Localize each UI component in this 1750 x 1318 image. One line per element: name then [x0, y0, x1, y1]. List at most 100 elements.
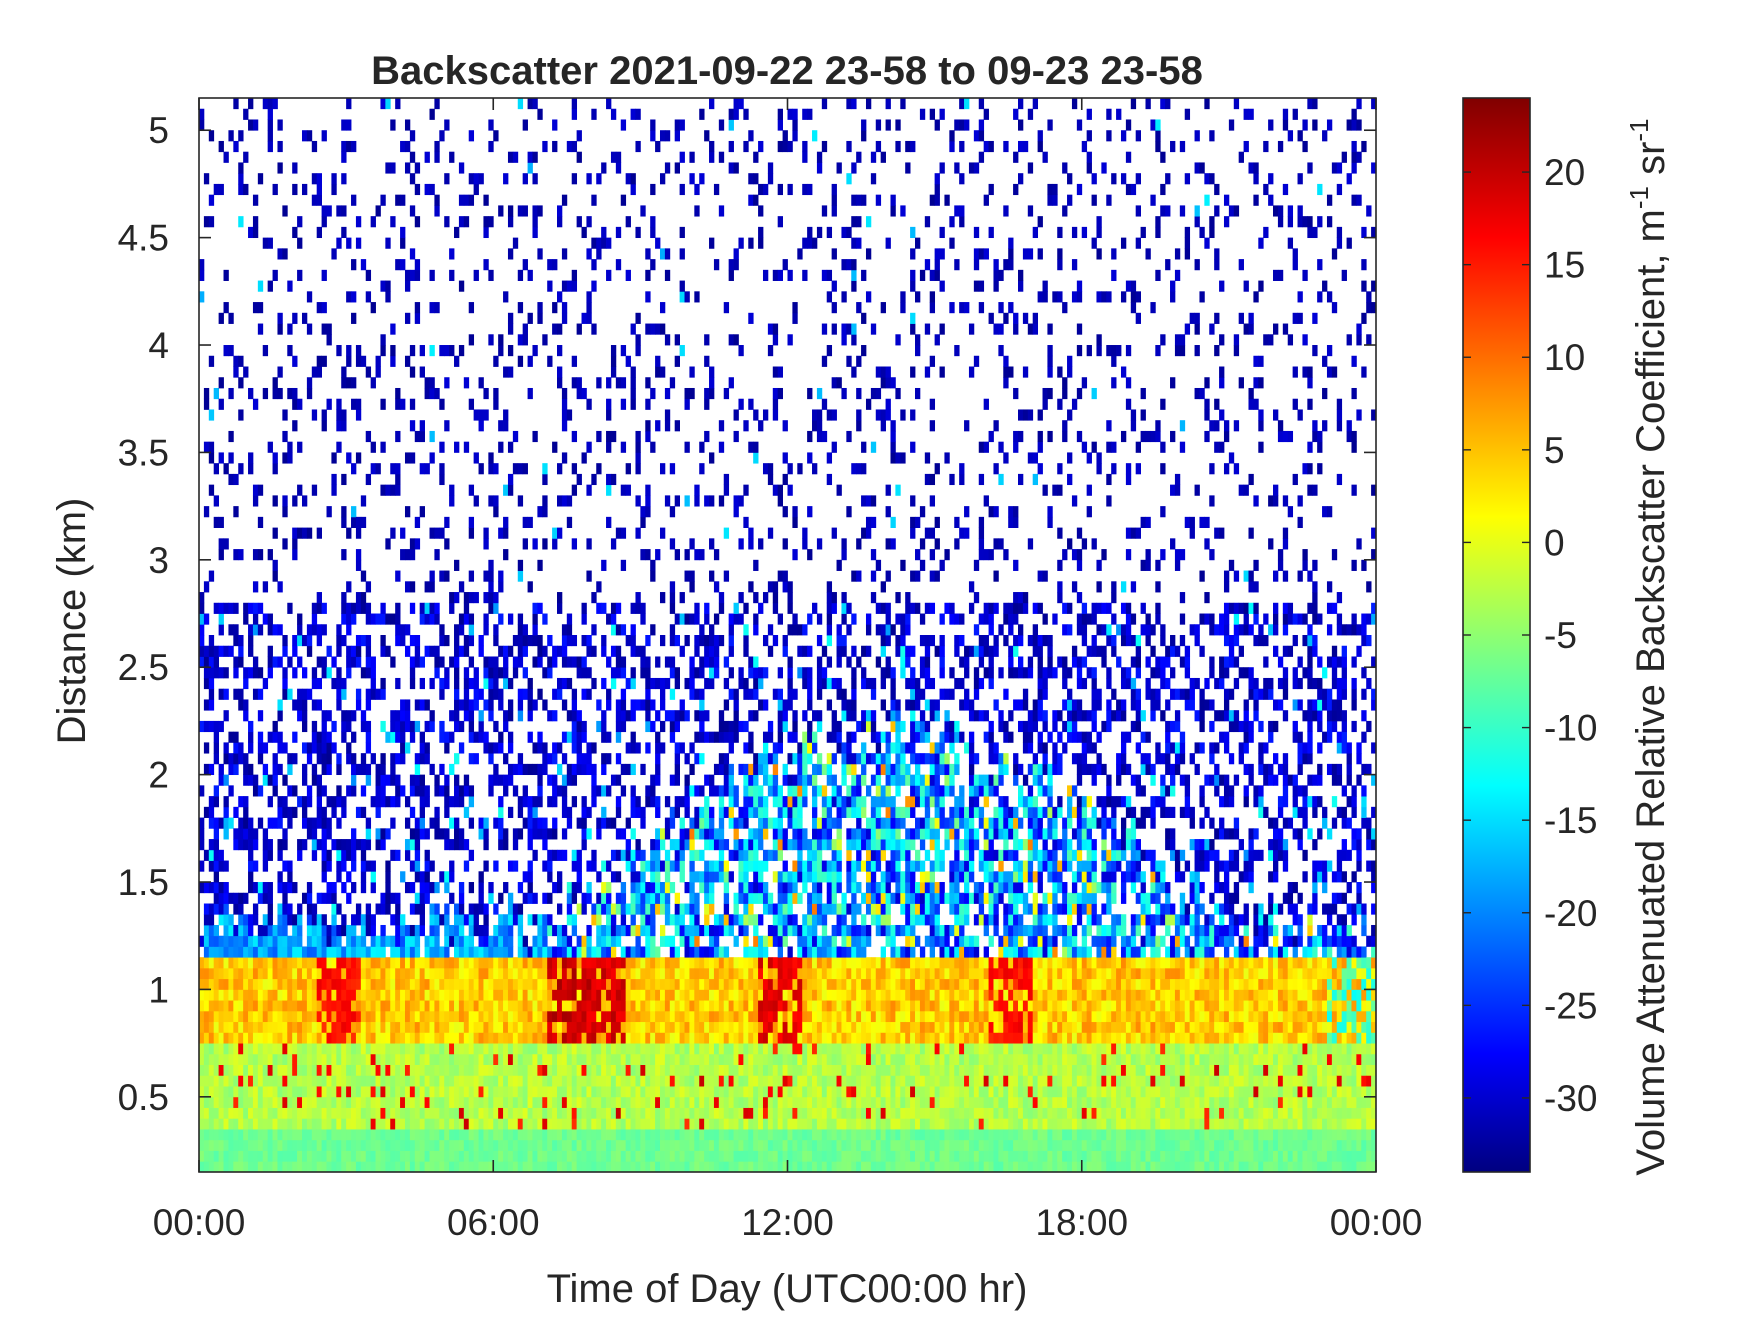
heatmap-cell [640, 978, 646, 990]
heatmap-cell [664, 1053, 671, 1065]
heatmap-cell [532, 796, 538, 808]
heatmap-cell [601, 1000, 607, 1012]
heatmap-cell [429, 1032, 435, 1044]
heatmap-cell [557, 1021, 563, 1033]
heatmap-cell [473, 946, 479, 958]
heatmap-cell [311, 602, 318, 614]
heatmap-cell [473, 1000, 479, 1012]
heatmap-cell [664, 882, 671, 894]
heatmap-cell [404, 957, 411, 969]
heatmap-cell [351, 935, 357, 947]
heatmap-cell [336, 1086, 342, 1098]
heatmap-cell [228, 946, 234, 958]
heatmap-cell [468, 1032, 475, 1044]
heatmap-cell [571, 849, 578, 861]
heatmap-cell [463, 677, 470, 690]
heatmap-cell [650, 796, 656, 808]
heatmap-cell [650, 387, 656, 400]
heatmap-cell [355, 237, 362, 249]
heatmap-cell [429, 269, 435, 281]
heatmap-cell [326, 892, 332, 904]
heatmap-cell [718, 753, 725, 765]
heatmap-cell [454, 957, 460, 969]
heatmap-cell [272, 1139, 278, 1151]
heatmap-cell [679, 226, 685, 239]
heatmap-cell [723, 989, 730, 1001]
heatmap-cell [458, 624, 465, 636]
heatmap-cell [669, 989, 676, 1001]
heatmap-cell [321, 946, 327, 958]
heatmap-cell [630, 1086, 636, 1098]
heatmap-cell [576, 1150, 582, 1162]
heatmap-cell [218, 882, 224, 894]
heatmap-cell [351, 291, 357, 303]
heatmap-cell [409, 828, 416, 840]
heatmap-cell [262, 613, 269, 625]
heatmap-cell [355, 1129, 362, 1141]
heatmap-cell [424, 387, 430, 400]
heatmap-cell [659, 173, 666, 185]
heatmap-cell [552, 957, 558, 969]
heatmap-cell [424, 1107, 430, 1119]
heatmap-cell [532, 1139, 538, 1151]
heatmap-cell [316, 1053, 322, 1065]
heatmap-cell [571, 280, 578, 292]
heatmap-cell [532, 957, 538, 969]
heatmap-cell [723, 527, 730, 539]
heatmap-cell [561, 935, 568, 947]
heatmap-cell [679, 849, 685, 861]
heatmap-cell [282, 796, 288, 808]
heatmap-cell [527, 1064, 533, 1076]
heatmap-cell [292, 1139, 298, 1151]
heatmap-cell [517, 1129, 524, 1141]
heatmap-cell [713, 1021, 720, 1033]
heatmap-cell [718, 1053, 725, 1065]
heatmap-cell [341, 1043, 347, 1055]
heatmap-cell [738, 1086, 744, 1098]
heatmap-cell [512, 1139, 519, 1151]
heatmap-cell [517, 302, 524, 314]
heatmap-cell [522, 119, 528, 131]
heatmap-cell [321, 753, 327, 765]
heatmap-cell [203, 1086, 210, 1098]
heatmap-cell [606, 978, 612, 990]
heatmap-cell [365, 1053, 372, 1065]
heatmap-cell [233, 903, 239, 915]
heatmap-cell [547, 280, 553, 292]
heatmap-cell [620, 914, 627, 926]
heatmap-cell [576, 1053, 582, 1065]
heatmap-cell [262, 924, 269, 937]
heatmap-cell [689, 1043, 695, 1055]
heatmap-cell [282, 989, 288, 1001]
heatmap-cell [655, 1161, 661, 1173]
heatmap-cell [645, 903, 651, 915]
heatmap-cell [473, 1021, 479, 1033]
heatmap-cell [488, 989, 494, 1001]
heatmap-cell [650, 957, 656, 969]
heatmap-cell [704, 495, 710, 507]
heatmap-cell [635, 1043, 641, 1055]
heatmap-cell [503, 516, 509, 528]
heatmap-cell [610, 677, 617, 690]
heatmap-cell [733, 613, 739, 625]
heatmap-cell [454, 1000, 460, 1012]
heatmap-cell [429, 645, 435, 657]
heatmap-cell [738, 1118, 744, 1130]
heatmap-cell [650, 1150, 656, 1162]
heatmap-cell [341, 1086, 347, 1098]
heatmap-cell [287, 882, 293, 894]
heatmap-cell [321, 205, 327, 217]
heatmap-cell [380, 796, 386, 808]
heatmap-cell [738, 98, 744, 110]
heatmap-cell [404, 452, 411, 464]
heatmap-cell [659, 527, 666, 539]
heatmap-cell [664, 871, 671, 883]
heatmap-cell [233, 967, 239, 980]
heatmap-cell [689, 763, 695, 776]
heatmap-cell [370, 1139, 376, 1151]
heatmap-cell [199, 592, 205, 604]
heatmap-cell [331, 1139, 337, 1151]
heatmap-cell [404, 162, 411, 174]
heatmap-cell [488, 742, 494, 754]
heatmap-cell [669, 1064, 676, 1076]
